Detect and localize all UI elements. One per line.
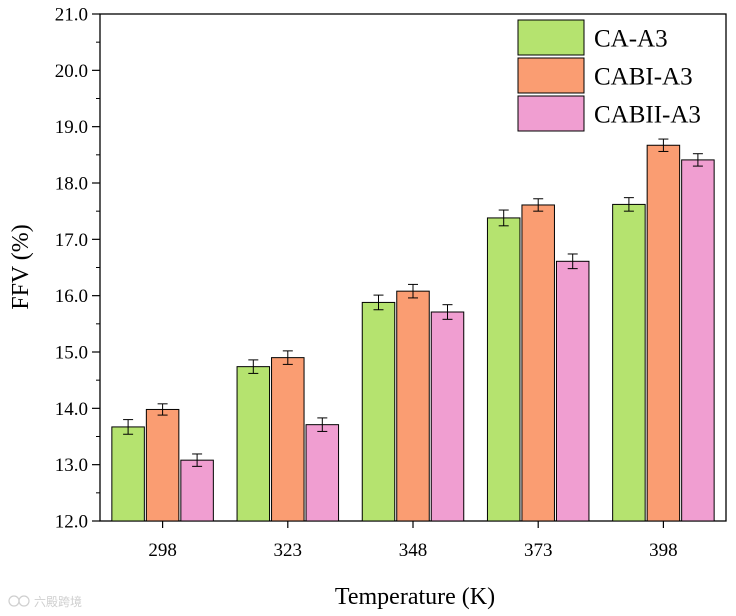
watermark-text: 六殿跨境 bbox=[34, 594, 82, 609]
bar-ca-a3-373 bbox=[486, 217, 521, 522]
y-tick-label-12.0: 12.0 bbox=[55, 512, 88, 533]
error-bar-cabi-a3-398 bbox=[658, 138, 669, 152]
y-tick-label-16.0: 16.0 bbox=[55, 286, 88, 307]
error-bar-cabii-a3-398 bbox=[692, 153, 703, 167]
x-axis-title: Temperature (K) bbox=[335, 584, 495, 610]
y-axis-title: FFV (%) bbox=[8, 224, 34, 310]
bar-ca-a3-298 bbox=[111, 426, 145, 522]
bar-cabii-a3-298 bbox=[180, 459, 214, 522]
legend-item-ca-a3: CA-A3 bbox=[517, 19, 668, 56]
error-bar-cabi-a3-323 bbox=[282, 350, 293, 365]
error-bar-ca-a3-323 bbox=[248, 359, 259, 374]
bar-ca-a3-348 bbox=[361, 301, 396, 522]
watermark-logo-icon bbox=[8, 595, 30, 607]
error-bar-ca-a3-373 bbox=[498, 209, 509, 227]
legend-label-cabi-a3: CABI-A3 bbox=[594, 64, 693, 91]
y-tick-label-20.0: 20.0 bbox=[55, 61, 88, 82]
legend-label-cabii-a3: CABII-A3 bbox=[594, 102, 701, 129]
plot-area: 12.0 13.0 14.0 15.0 16.0 17.0 18.0 19.0 20.0 21.0… bbox=[55, 5, 727, 561]
x-tick-label-298: 298 bbox=[148, 540, 177, 561]
error-bar-cabi-a3-373 bbox=[533, 198, 544, 212]
y-tick-label-14.0: 14.0 bbox=[55, 399, 88, 420]
x-tick-label-348: 348 bbox=[399, 540, 428, 561]
bar-cabi-a3-323 bbox=[271, 357, 305, 522]
watermark: 六殿跨境 bbox=[8, 594, 82, 609]
bar-cabi-a3-348 bbox=[396, 290, 430, 522]
legend-swatch-ca-a3 bbox=[517, 19, 585, 56]
y-tick-label-19.0: 19.0 bbox=[55, 117, 88, 138]
legend-item-cabi-a3: CABI-A3 bbox=[517, 57, 693, 94]
bars-group bbox=[111, 144, 715, 522]
y-tick-label-18.0: 18.0 bbox=[55, 174, 88, 195]
legend-swatch-cabii-a3 bbox=[517, 95, 585, 132]
y-tick-label-15.0: 15.0 bbox=[55, 343, 88, 364]
error-bar-cabii-a3-298 bbox=[192, 453, 203, 467]
legend-swatch-cabi-a3 bbox=[517, 57, 585, 94]
bar-cabii-a3-323 bbox=[305, 424, 340, 522]
error-bar-cabii-a3-348 bbox=[442, 304, 453, 320]
bar-cabii-a3-398 bbox=[681, 159, 715, 522]
error-bar-ca-a3-298 bbox=[123, 419, 134, 435]
x-tick-label-398: 398 bbox=[649, 540, 678, 561]
legend: CA-A3 CABI-A3 CABII-A3 bbox=[517, 19, 701, 132]
bar-ca-a3-323 bbox=[236, 366, 271, 522]
x-tick-label-323: 323 bbox=[274, 540, 303, 561]
error-bar-cabi-a3-298 bbox=[157, 403, 168, 416]
error-bar-cabii-a3-323 bbox=[317, 417, 328, 432]
error-bar-cabii-a3-373 bbox=[567, 253, 578, 270]
legend-item-cabii-a3: CABII-A3 bbox=[517, 95, 701, 132]
bar-cabii-a3-373 bbox=[555, 260, 590, 522]
error-bar-ca-a3-398 bbox=[623, 197, 634, 212]
y-tick-label-13.0: 13.0 bbox=[55, 455, 88, 476]
bar-ca-a3-398 bbox=[612, 203, 646, 522]
error-bar-ca-a3-348 bbox=[373, 294, 384, 311]
error-bars-group bbox=[123, 138, 703, 467]
bar-cabi-a3-373 bbox=[521, 204, 555, 522]
x-tick-label-373: 373 bbox=[524, 540, 553, 561]
y-tick-label-17.0: 17.0 bbox=[55, 230, 88, 251]
legend-label-ca-a3: CA-A3 bbox=[594, 26, 668, 53]
error-bar-cabi-a3-348 bbox=[408, 283, 418, 299]
y-tick-label-21.0: 21.0 bbox=[55, 5, 88, 26]
bar-cabi-a3-298 bbox=[145, 408, 180, 522]
bar-cabii-a3-348 bbox=[430, 311, 465, 522]
bar-cabi-a3-398 bbox=[646, 144, 681, 522]
x-ticks-group: 298 323 348 373 398 bbox=[148, 521, 678, 561]
y-ticks-group: 12.0 13.0 14.0 15.0 16.0 17.0 18.0 19.0 20.0 21.0 bbox=[55, 5, 100, 533]
